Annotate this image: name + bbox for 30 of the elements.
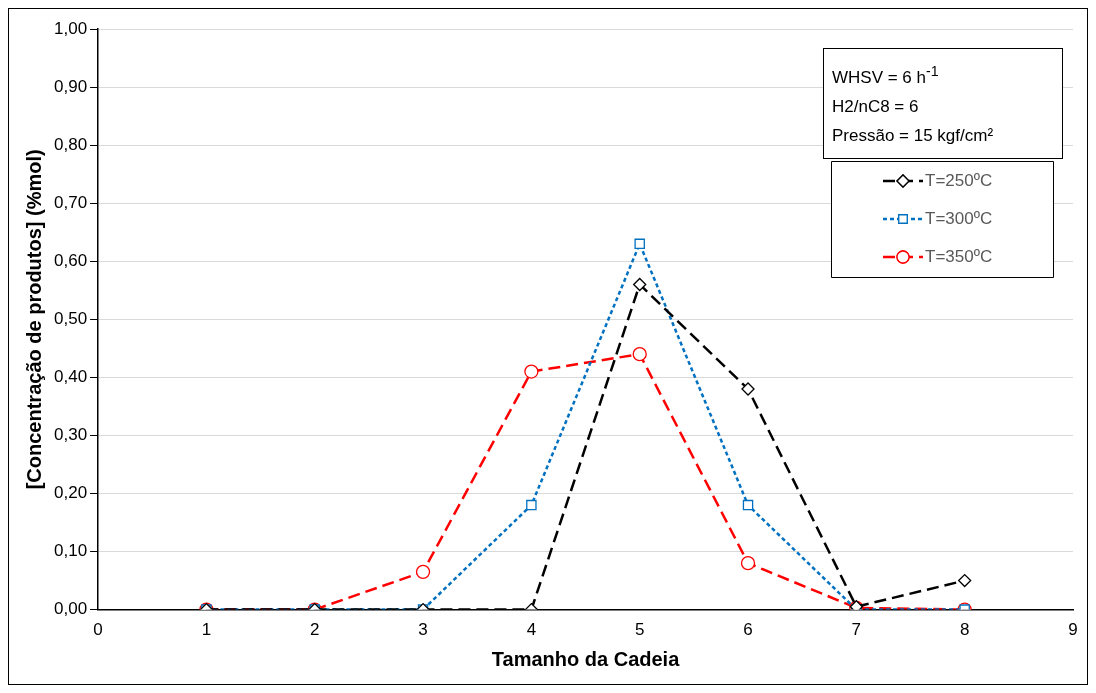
y-tick-label: 1,00	[53, 18, 88, 38]
x-tick-label: 2	[310, 620, 320, 640]
note-box: WHSV = 6 h$^{-1}$ H2/nC8 = 6 Pressão = 15 kgf/cm²	[823, 48, 1063, 159]
annotation: Pressão = 15 kgf/cm²	[832, 124, 995, 147]
x-tick-label: 3	[418, 620, 428, 640]
y-tick-label: 0,00	[53, 599, 88, 619]
y-tick-label: 0,90	[53, 76, 88, 96]
y-axis-title: [Concentração de produtos] (%mol)	[22, 149, 45, 490]
x-tick-label: 0	[93, 620, 103, 640]
y-tick-label: 0,40	[53, 367, 88, 387]
x-tick-label: 7	[851, 620, 862, 640]
annotation: WHSV = 6 h$^{-1}$	[832, 62, 940, 89]
x-tick-label: 5	[634, 620, 645, 640]
y-tick-label: 0,50	[53, 308, 88, 328]
y-tick-label: 0,80	[53, 134, 88, 154]
legend-label: T=250ºC	[925, 170, 993, 190]
y-tick-label: 0,30	[53, 425, 88, 445]
x-tick-label: 8	[959, 620, 970, 640]
x-tick-label: 4	[526, 620, 537, 640]
y-tick-label: 0,20	[53, 483, 88, 503]
legend-label: T=300ºC	[925, 208, 993, 228]
y-tick-label: 0,60	[53, 250, 88, 270]
y-tick-label: 0,70	[53, 192, 88, 212]
y-tick-label: 0,10	[53, 541, 88, 561]
x-tick-label: 9	[1068, 620, 1078, 640]
x-tick-label: 1	[201, 620, 212, 640]
x-axis-title: Tamanho da Cadeia	[491, 647, 681, 670]
annotation: H2/nC8 = 6	[832, 95, 920, 118]
x-tick-label: 6	[743, 620, 753, 640]
legend-label: T=350ºC	[925, 246, 993, 266]
